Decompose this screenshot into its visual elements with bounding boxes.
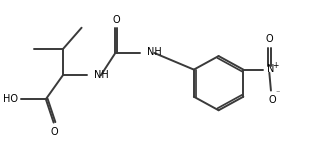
Text: NH: NH: [93, 70, 108, 80]
Text: +: +: [272, 61, 279, 70]
Text: N: N: [267, 64, 274, 74]
Text: ⁻: ⁻: [275, 88, 280, 97]
Text: NH: NH: [147, 47, 162, 57]
Text: O: O: [50, 127, 58, 137]
Text: O: O: [266, 34, 273, 44]
Text: O: O: [112, 15, 120, 25]
Text: O: O: [269, 95, 276, 105]
Text: HO: HO: [3, 94, 18, 103]
